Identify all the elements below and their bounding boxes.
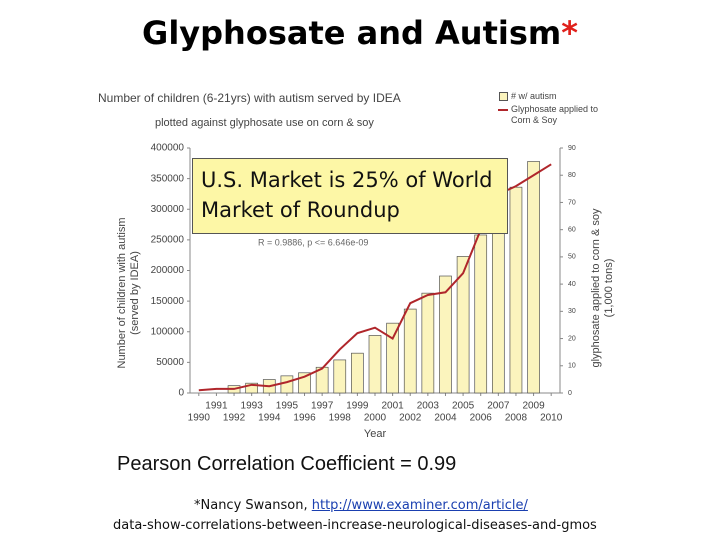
callout: U.S. Market is 25% of World Market of Ro… [192, 158, 508, 234]
x-tick-label: 2000 [364, 413, 387, 424]
y2-tick-label: 80 [568, 172, 576, 179]
y2-tick-label: 30 [568, 308, 576, 315]
bar [509, 186, 523, 394]
x-tick-label: 2010 [540, 413, 563, 424]
y-axis-label: Number of children with autism [116, 217, 128, 368]
legend-key [499, 92, 508, 101]
slide-title: Glyphosate and Autism [142, 14, 562, 52]
bar [403, 308, 417, 394]
x-tick-label: 1996 [293, 413, 316, 424]
y-tick-label: 50000 [156, 357, 184, 368]
x-tick-label: 1999 [346, 401, 369, 412]
x-tick-label: 2002 [399, 413, 422, 424]
bar [491, 210, 505, 394]
y2-tick-label: 60 [568, 227, 576, 234]
y2-tick-label: 20 [568, 335, 576, 342]
citation-prefix: *Nancy Swanson, [194, 498, 312, 513]
x-tick-label: 1994 [258, 413, 281, 424]
legend-entry: Glyphosate applied to Corn & Soy [498, 104, 611, 126]
bar [298, 372, 311, 394]
bar [474, 234, 488, 394]
slide-title-row: Glyphosate and Autism* [0, 14, 720, 52]
x-axis-label: Year [364, 428, 387, 440]
bar [351, 352, 364, 394]
y2-tick-label: 40 [568, 281, 576, 288]
bar [368, 335, 382, 394]
annotation: R = 0.9886, p <= 6.646e-09 [258, 237, 368, 247]
y2-tick-label: 70 [568, 199, 576, 206]
x-tick-label: 2007 [487, 401, 510, 412]
y-tick-label: 300000 [151, 204, 185, 215]
x-tick-label: 1992 [223, 413, 246, 424]
legend-entry: # w/ autism [498, 91, 611, 102]
y-tick-label: 150000 [151, 296, 185, 307]
bar [439, 275, 452, 394]
legend: # w/ autism Glyphosate applied to Corn & … [498, 91, 611, 128]
bar [456, 256, 470, 394]
x-tick-label: 2009 [522, 401, 545, 412]
y2-tick-label: 10 [568, 363, 576, 370]
y-tick-label: 350000 [151, 173, 185, 184]
y2-axis-label: glyphosate applied to corn & soy [590, 208, 602, 367]
bar [280, 375, 294, 394]
y2-tick-label: 90 [568, 145, 576, 152]
x-tick-label: 1990 [188, 413, 211, 424]
legend-label: Glyphosate applied to Corn & Soy [511, 104, 599, 125]
bar [333, 359, 347, 394]
y2-axis-label: (1,000 tons) [603, 259, 615, 318]
bar [245, 382, 259, 394]
y-tick-label: 100000 [151, 326, 185, 337]
y-axis-label: (served by IDEA) [129, 251, 141, 335]
title-mark: * [561, 14, 578, 52]
x-tick-label: 1995 [276, 401, 299, 412]
x-tick-label: 2001 [381, 401, 404, 412]
citation-line: data-show-correlations-between-increase-… [113, 518, 597, 533]
bar [421, 292, 435, 394]
bar [386, 322, 399, 394]
chart-subtitle: plotted against glyphosate use on corn &… [155, 117, 374, 129]
citation: *Nancy Swanson, http://www.examiner.com/… [194, 498, 528, 513]
y-tick-label: 0 [178, 388, 184, 399]
x-tick-label: 1998 [329, 413, 352, 424]
y-tick-label: 250000 [151, 235, 185, 246]
legend-key [498, 109, 508, 111]
chart-title: Number of children (6-21yrs) with autism… [98, 91, 401, 105]
x-tick-label: 1991 [205, 401, 228, 412]
y-tick-label: 400000 [151, 143, 185, 154]
x-tick-label: 2008 [505, 413, 528, 424]
y-tick-label: 200000 [151, 265, 185, 276]
y2-tick-label: 50 [568, 254, 576, 261]
x-tick-label: 2003 [417, 401, 440, 412]
y2-tick-label: 0 [568, 390, 572, 397]
x-tick-label: 2006 [470, 413, 493, 424]
x-tick-label: 2004 [434, 413, 457, 424]
pearson-text: Pearson Correlation Coefficient = 0.99 [117, 453, 457, 475]
x-tick-label: 1993 [241, 401, 264, 412]
x-tick-label: 1997 [311, 401, 334, 412]
x-tick-label: 2005 [452, 401, 475, 412]
citation-link[interactable]: http://www.examiner.com/article/ [311, 498, 528, 513]
bar [527, 161, 540, 394]
legend-label: # w/ autism [511, 91, 557, 101]
